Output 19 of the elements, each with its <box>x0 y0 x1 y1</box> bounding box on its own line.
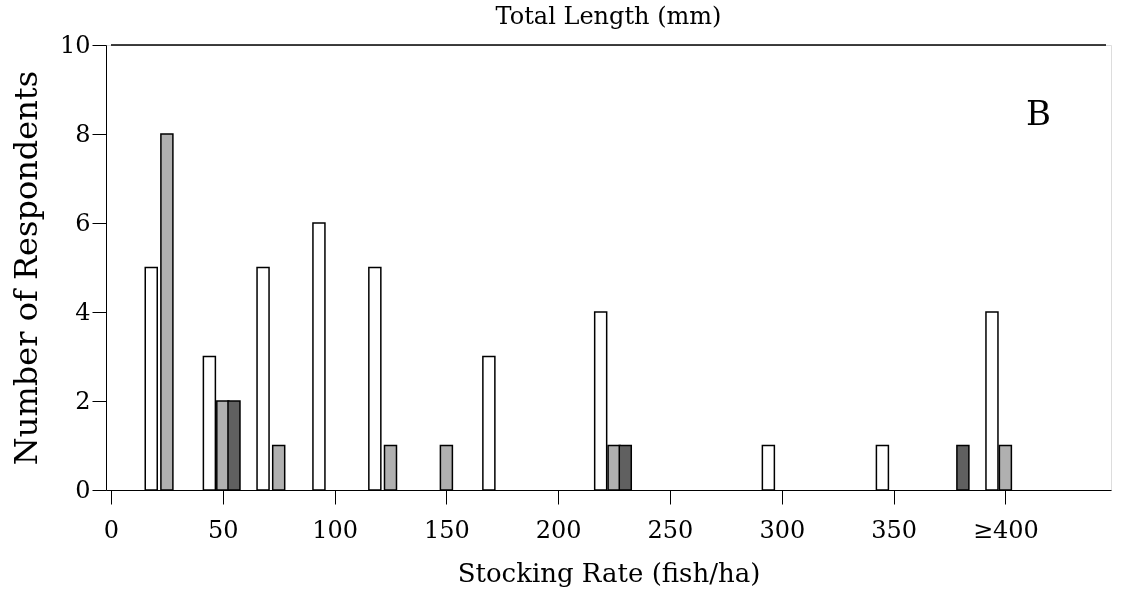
y-tick-label: 10 <box>59 30 91 59</box>
x-tick-label: 250 <box>647 515 694 544</box>
y-axis-title: Number of Respondents <box>6 70 45 466</box>
y-tick-label: 0 <box>75 475 91 504</box>
y-tick-label: 4 <box>75 297 91 326</box>
annotation: B <box>1026 93 1051 134</box>
x-tick-label: 350 <box>871 515 917 544</box>
y-tick-label: 2 <box>75 386 91 415</box>
x-tick-label: 50 <box>208 515 239 544</box>
x-tick-label: 150 <box>423 515 470 544</box>
x-tick-label: 0 <box>103 515 120 544</box>
y-tick-label: 8 <box>75 119 91 148</box>
chart-title: Total Length (mm) <box>495 2 722 30</box>
x-tick-label: 200 <box>535 515 582 544</box>
x-tick-label: 300 <box>759 515 806 544</box>
x-tick-label: 100 <box>312 515 358 544</box>
x-tick-label: ≥400 <box>972 515 1039 544</box>
y-tick-label: 6 <box>75 208 91 237</box>
x-axis-title: Stocking Rate (fish/ha) <box>457 557 761 588</box>
